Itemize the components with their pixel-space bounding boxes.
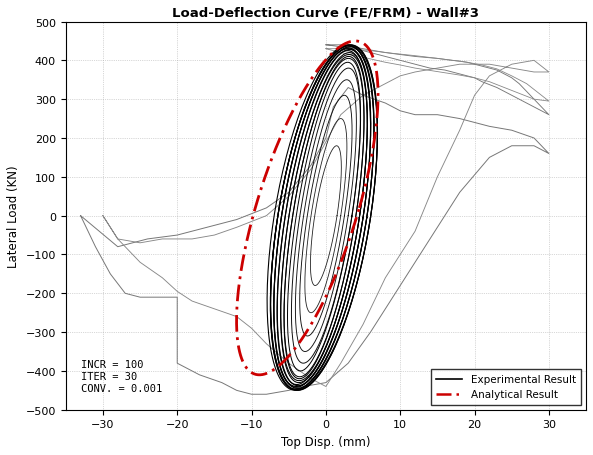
Legend: Experimental Result, Analytical Result: Experimental Result, Analytical Result [431, 369, 581, 404]
Y-axis label: Lateral Load (KN): Lateral Load (KN) [7, 165, 20, 268]
X-axis label: Top Disp. (mm): Top Disp. (mm) [281, 435, 371, 448]
Title: Load-Deflection Curve (FE/FRM) - Wall#3: Load-Deflection Curve (FE/FRM) - Wall#3 [173, 7, 479, 20]
Text: INCR = 100
ITER = 30
CONV. = 0.001: INCR = 100 ITER = 30 CONV. = 0.001 [81, 359, 162, 393]
